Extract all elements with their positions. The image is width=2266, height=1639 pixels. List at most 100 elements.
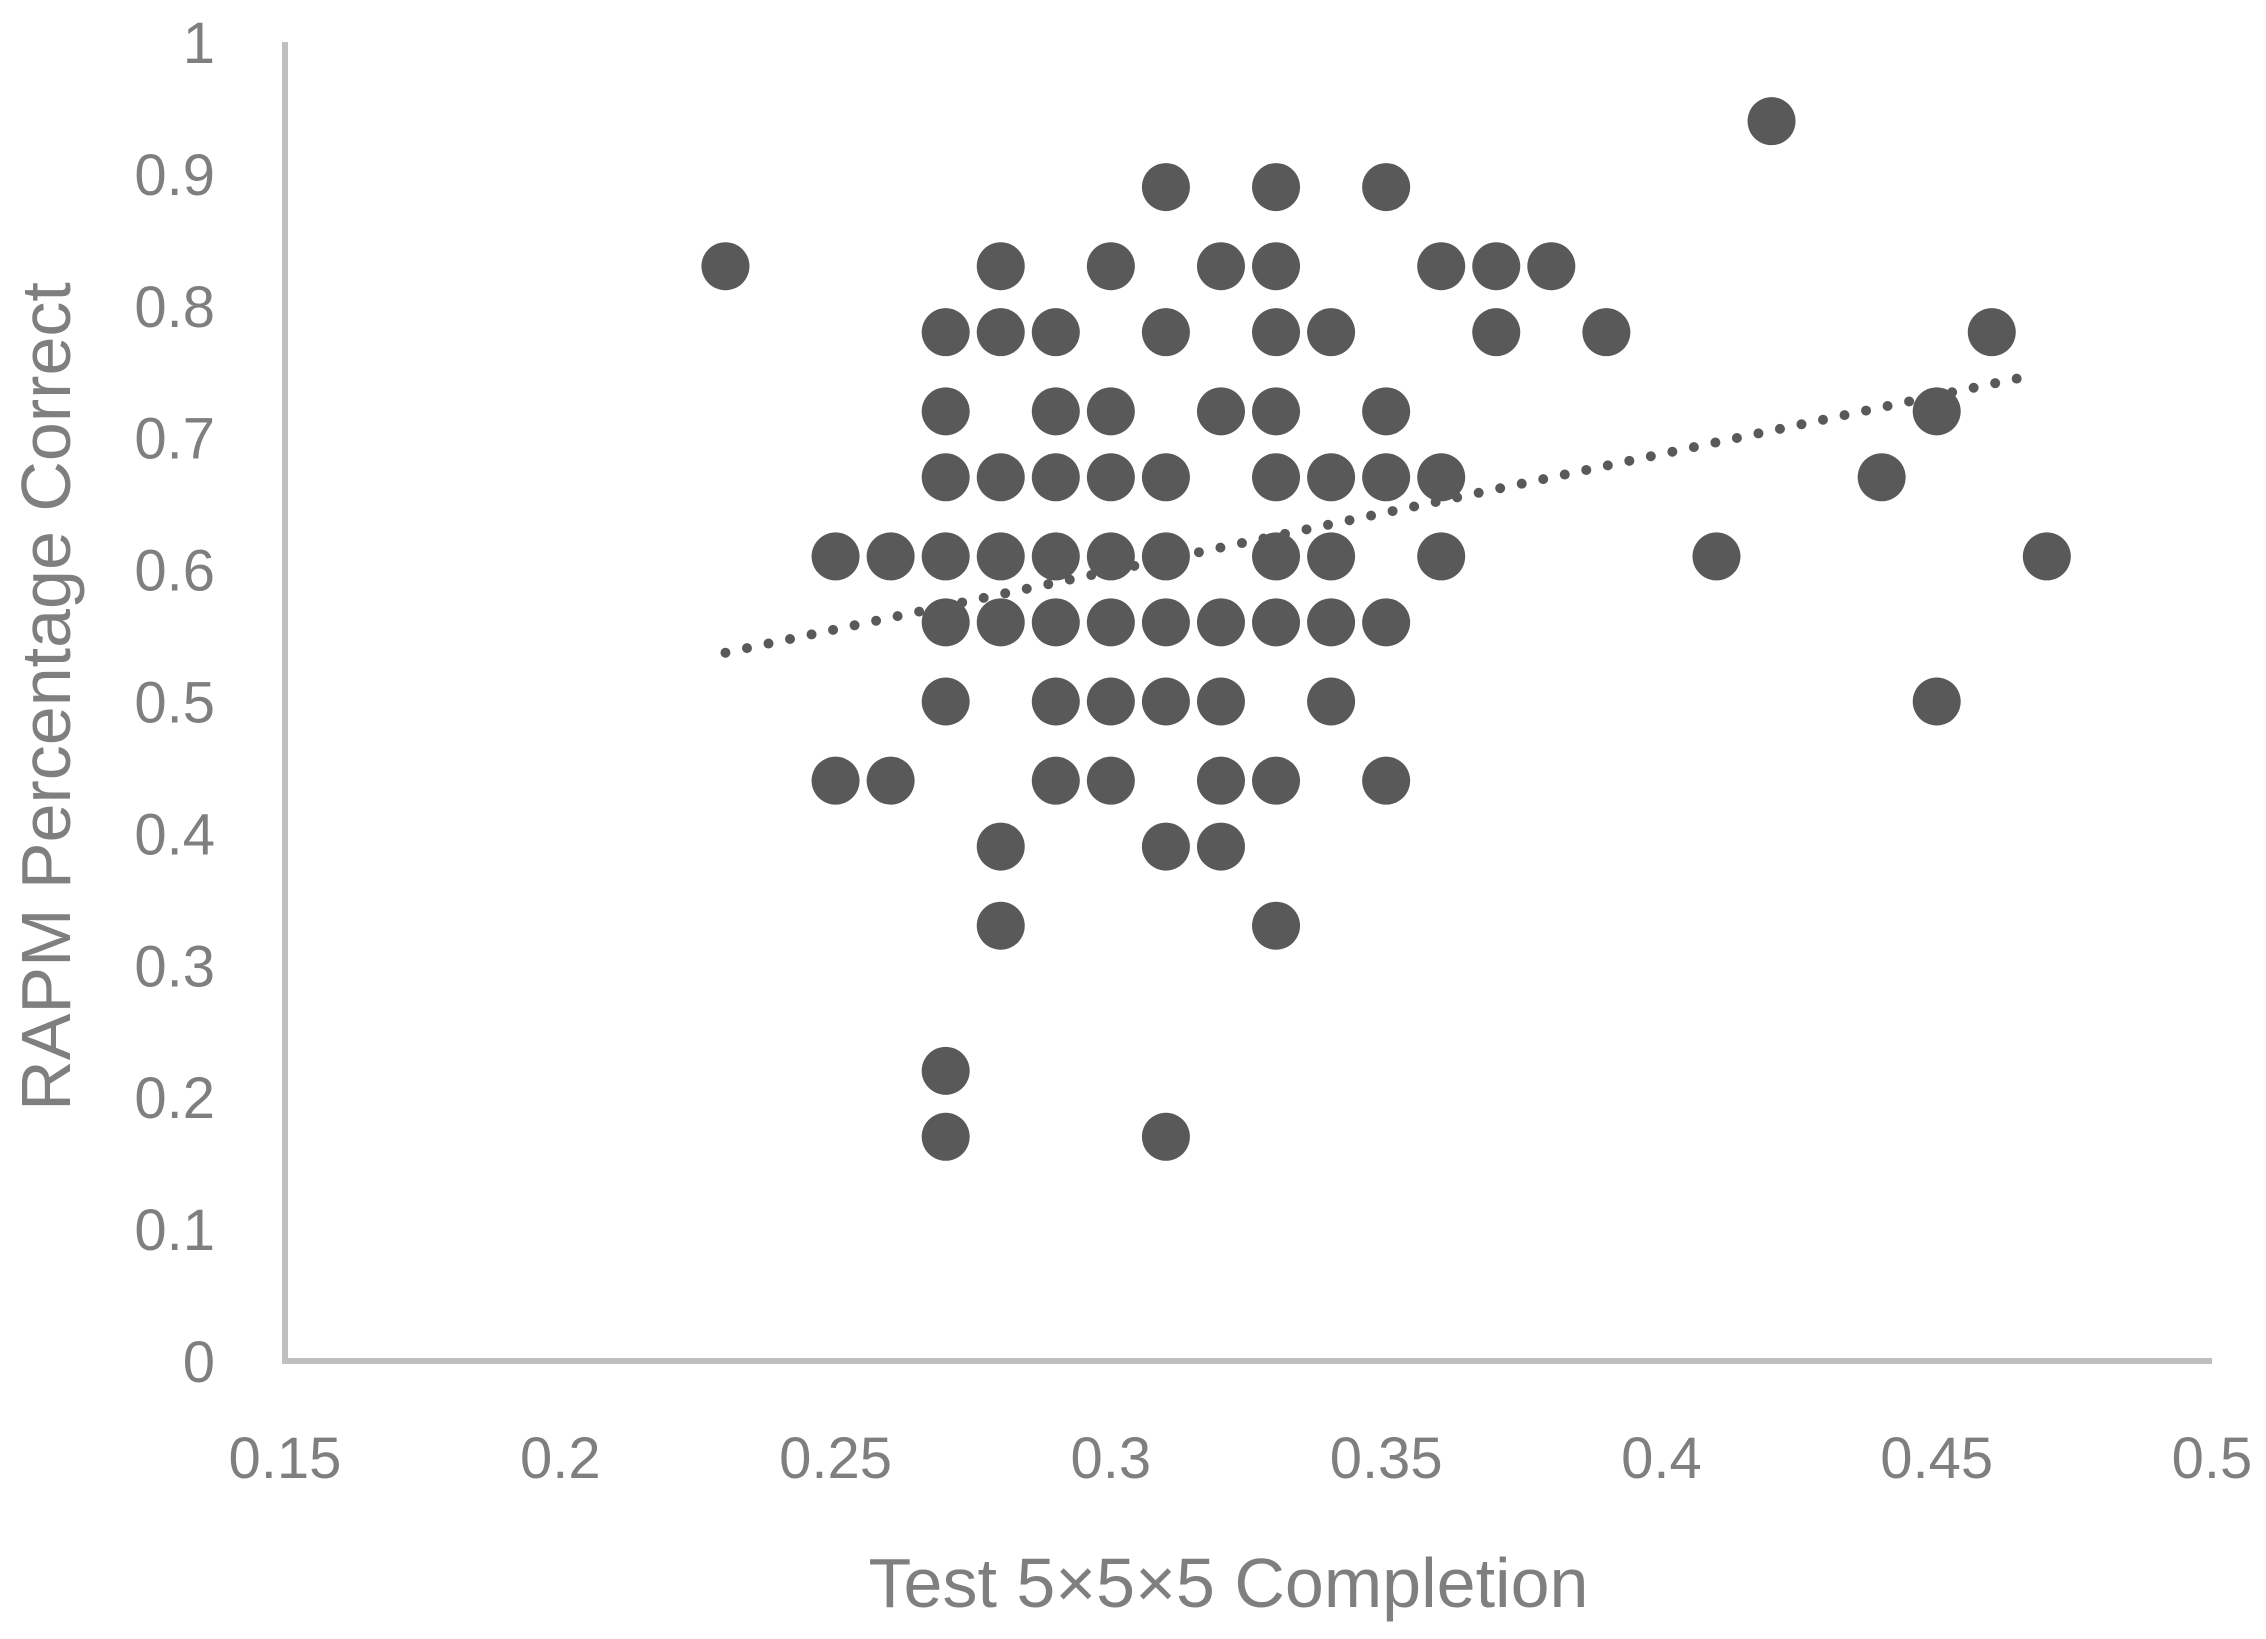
data-point [1252,901,1301,950]
y-tick-label: 0.5 [134,671,215,736]
data-point [701,242,750,291]
y-tick-label: 0.8 [134,275,215,340]
data-point [1031,756,1080,805]
x-tick-label: 0.5 [2172,1426,2253,1491]
data-point [1086,242,1135,291]
y-tick-label: 0.3 [134,934,215,999]
x-tick-label: 0.2 [520,1426,601,1491]
data-point [1141,453,1190,502]
data-point [1967,308,2016,357]
data-point [1747,97,1796,146]
data-point [921,598,970,647]
data-point [1031,598,1080,647]
y-tick-labels: 0 0.1 0.2 0.3 0.4 0.5 0.6 0.7 0.8 0.9 1 [134,11,215,1395]
data-point [1196,242,1245,291]
data-point [1527,242,1576,291]
data-point [811,756,860,805]
y-tick-label: 0.9 [134,143,215,208]
data-point [1086,677,1135,726]
y-tick-label: 0.4 [134,802,215,867]
y-tick-label: 0.1 [134,1198,215,1263]
data-point [1196,677,1245,726]
data-point [1196,598,1245,647]
data-point [1086,756,1135,805]
data-point [1141,677,1190,726]
data-point [1031,532,1080,581]
data-point [976,598,1025,647]
data-points [701,97,2071,1161]
data-point [1196,756,1245,805]
data-point [976,242,1025,291]
data-point [976,822,1025,871]
data-point [1031,308,1080,357]
data-point [1307,677,1356,726]
data-point [1031,677,1080,726]
x-tick-label: 0.25 [779,1426,892,1491]
data-point [1141,1112,1190,1161]
y-tick-label: 0.2 [134,1066,215,1131]
y-tick-label: 0 [183,1330,215,1395]
data-point [1307,532,1356,581]
data-point [1252,163,1301,212]
data-point [1912,677,1961,726]
data-point [976,901,1025,950]
data-point [1252,308,1301,357]
data-point [1086,387,1135,436]
data-point [921,453,970,502]
x-axis-title: Test 5×5×5 Completion [869,1544,1589,1622]
data-point [921,677,970,726]
data-point [1912,387,1961,436]
data-point [976,308,1025,357]
axes [282,42,2212,1364]
data-point [1086,453,1135,502]
data-point [1086,532,1135,581]
x-tick-label: 0.35 [1330,1426,1443,1491]
y-tick-label: 1 [183,11,215,76]
data-point [1362,163,1411,212]
data-point [1196,387,1245,436]
data-point [1417,532,1466,581]
data-point [921,387,970,436]
data-point [1252,453,1301,502]
data-point [2022,532,2071,581]
data-point [1472,242,1521,291]
x-tick-labels: 0.15 0.2 0.25 0.3 0.35 0.4 0.45 0.5 [229,1426,2253,1491]
data-point [1086,598,1135,647]
data-point [1031,387,1080,436]
data-point [921,1112,970,1161]
y-tick-label: 0.7 [134,407,215,472]
x-tick-label: 0.4 [1621,1426,1702,1491]
data-point [1307,598,1356,647]
data-point [1252,387,1301,436]
data-point [1252,532,1301,581]
data-point [1857,453,1906,502]
data-point [1582,308,1631,357]
data-point [1252,598,1301,647]
x-tick-label: 0.15 [229,1426,342,1491]
data-point [1141,598,1190,647]
data-point [921,308,970,357]
data-point [1307,308,1356,357]
data-point [866,532,915,581]
data-point [1362,387,1411,436]
data-point [1141,822,1190,871]
data-point [1417,242,1466,291]
y-axis-title: RAPM Percentage Correct [7,282,85,1111]
data-point [866,756,915,805]
data-point [1141,163,1190,212]
trendline-layer [720,370,2036,658]
data-point [921,532,970,581]
data-point [976,453,1025,502]
data-point [1141,308,1190,357]
data-point [1692,532,1741,581]
x-tick-label: 0.45 [1880,1426,1993,1491]
data-point [1307,453,1356,502]
data-point [1031,453,1080,502]
data-point [1141,532,1190,581]
data-point [1362,453,1411,502]
data-point [1252,756,1301,805]
y-tick-label: 0.6 [134,539,215,604]
data-point [1417,453,1466,502]
data-point [921,1046,970,1095]
